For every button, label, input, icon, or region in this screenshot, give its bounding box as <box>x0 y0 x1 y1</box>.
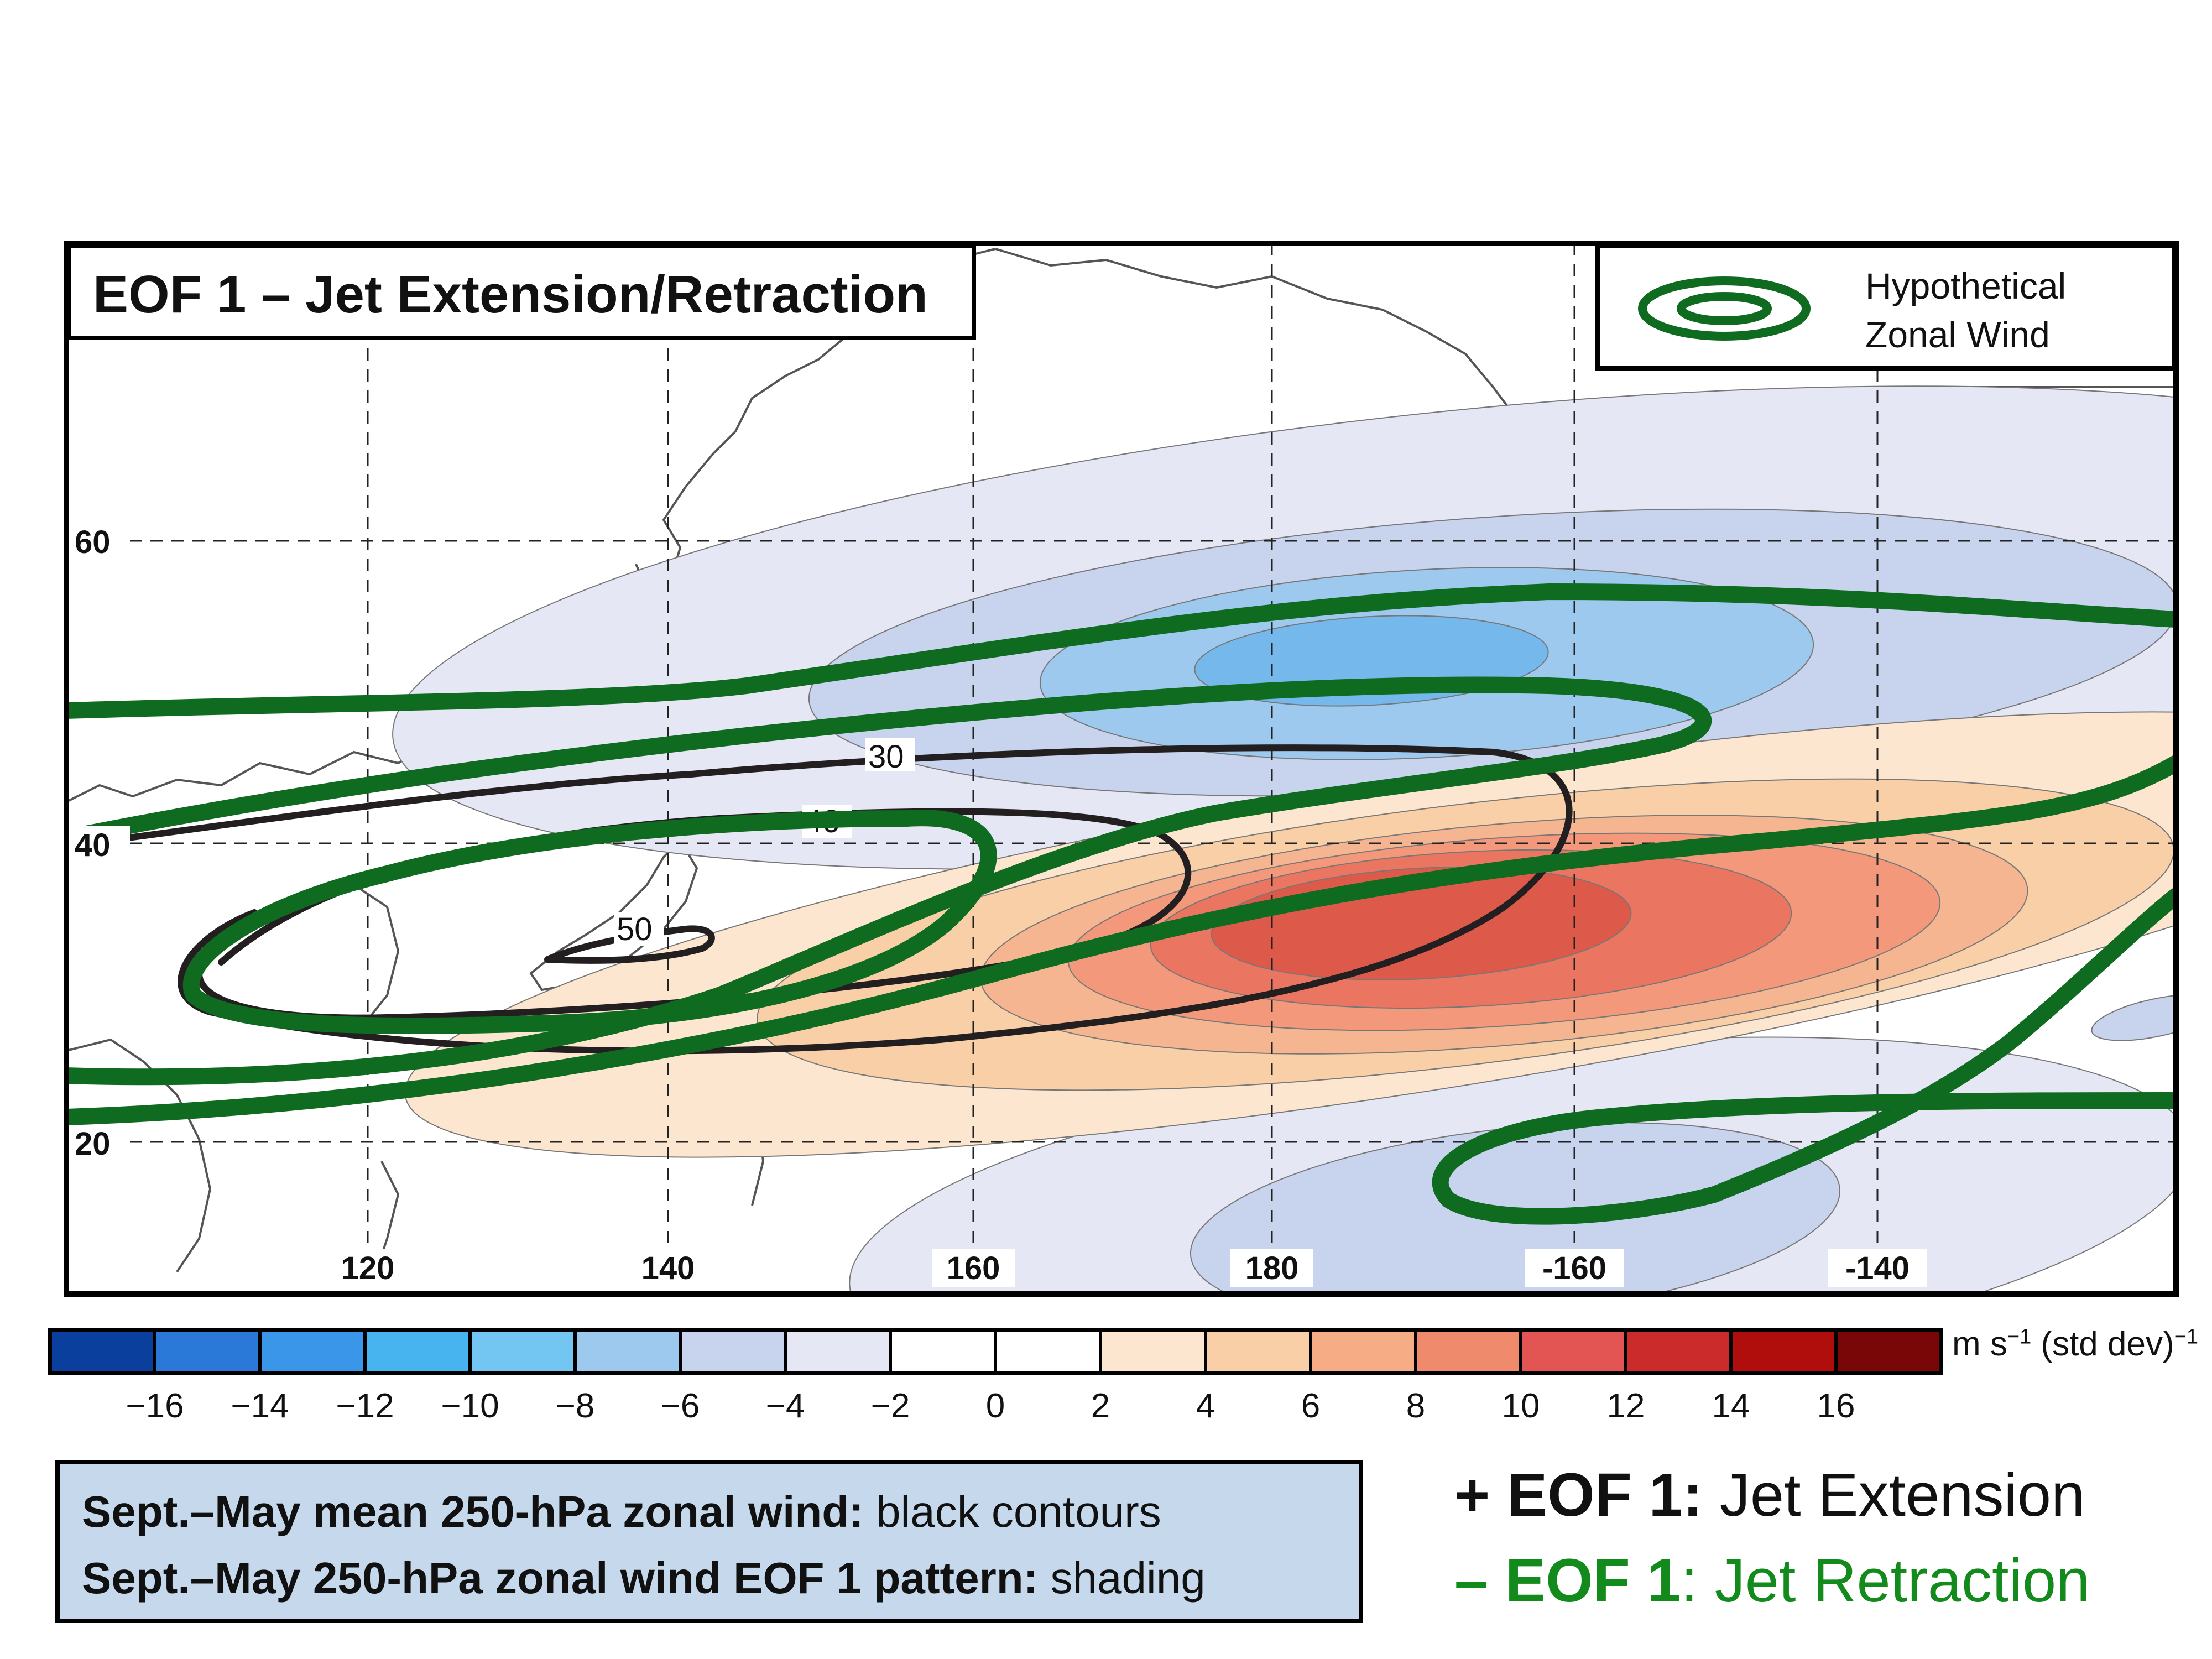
colorbar-swatch <box>679 1328 787 1375</box>
hypothetical-zonal-wind <box>66 583 2176 1225</box>
legend-box: Hypothetical Zonal Wind <box>1595 243 2176 371</box>
colorbar-tick-label: 0 <box>986 1387 1005 1425</box>
green-south-loop <box>1432 888 2176 1225</box>
colorbar-tick-label: −8 <box>556 1387 595 1425</box>
unit-rest: (std dev) <box>2031 1325 2174 1363</box>
colorbar-tick-label: 16 <box>1817 1387 1855 1425</box>
green-east-arm <box>66 755 2176 1125</box>
colorbar-tick-label: 14 <box>1712 1387 1750 1425</box>
eof-negative-sign: – <box>1454 1547 1505 1615</box>
caption-line-1-rest: black contours <box>863 1487 1161 1536</box>
colorbar-swatch <box>889 1328 997 1375</box>
lat-label-60: 60 <box>75 524 111 560</box>
colorbar-swatch <box>1519 1328 1627 1375</box>
green-outer-north <box>66 583 2176 719</box>
eof-negative-label: – EOF 1: Jet Retraction <box>1454 1546 2090 1616</box>
colorbar-tick-label: −2 <box>871 1387 910 1425</box>
contour-30 <box>66 744 1573 1055</box>
colorbar-tick-label: 4 <box>1196 1387 1215 1425</box>
concentric-ellipses-icon <box>1638 276 1811 341</box>
colorbar-swatch <box>1309 1328 1417 1375</box>
unit-sup: −1 <box>2007 1325 2032 1349</box>
lon-label-180: 180 <box>1245 1250 1299 1286</box>
legend-line-1: Hypothetical <box>1865 265 2067 306</box>
map-frame <box>64 241 2179 1297</box>
caption-line-2-rest: shading <box>1038 1553 1206 1603</box>
colorbar-tick-label: 8 <box>1406 1387 1425 1425</box>
eof-positive-name: EOF 1: <box>1506 1461 1703 1529</box>
lon-label-minus140: -140 <box>1845 1250 1910 1286</box>
colorbar-swatch <box>363 1328 472 1375</box>
colorbar-swatch <box>1624 1328 1733 1375</box>
colorbar-swatch <box>1204 1328 1312 1375</box>
caption-line-1-bold: Sept.–May mean 250-hPa zonal wind: <box>82 1487 864 1536</box>
colorbar-outline <box>48 1328 1943 1375</box>
colorbar-swatch <box>784 1328 892 1375</box>
caption-box: Sept.–May mean 250-hPa zonal wind: black… <box>55 1460 1363 1623</box>
legend-label: Hypothetical Zonal Wind <box>1865 262 2066 359</box>
contour-label-50: 50 <box>617 911 653 947</box>
colorbar-swatch <box>468 1328 577 1375</box>
lon-label-minus160: -160 <box>1542 1250 1606 1286</box>
figure-title: EOF 1 – Jet Extension/Retraction <box>93 265 928 324</box>
caption-line-1: Sept.–May mean 250-hPa zonal wind: black… <box>82 1486 1161 1537</box>
green-west-loop <box>182 810 997 1034</box>
colorbar-swatch <box>1729 1328 1838 1375</box>
colorbar-swatch <box>1834 1328 1943 1375</box>
lon-label-160: 160 <box>947 1250 1000 1286</box>
legend-line-2: Zonal Wind <box>1865 314 2050 355</box>
colorbar-tick-label: 12 <box>1607 1387 1645 1425</box>
colorbar-swatch <box>48 1328 156 1375</box>
lon-labels: 120 140 160 180 -160 -140 <box>326 1249 1927 1287</box>
colorbar-tick-label: −12 <box>336 1387 394 1425</box>
colorbar-swatch <box>573 1328 682 1375</box>
eof-negative-desc: : Jet Retraction <box>1681 1547 2090 1615</box>
colorbar-tick-label: −4 <box>766 1387 805 1425</box>
lon-label-120: 120 <box>341 1250 395 1286</box>
contour-50 <box>544 925 715 964</box>
lon-label-140: 140 <box>641 1250 695 1286</box>
colorbar-tick-label: −14 <box>231 1387 289 1425</box>
colorbar-swatch <box>258 1328 367 1375</box>
title-box: EOF 1 – Jet Extension/Retraction <box>66 243 976 340</box>
eof-negative-name: EOF 1 <box>1505 1547 1681 1615</box>
lat-label-40: 40 <box>75 827 111 863</box>
colorbar-tick-label: 2 <box>1091 1387 1110 1425</box>
colorbar-swatch <box>1414 1328 1522 1375</box>
colorbar-swatch <box>1099 1328 1207 1375</box>
eof-positive-desc: Jet Extension <box>1703 1461 2085 1529</box>
caption-line-2: Sept.–May 250-hPa zonal wind EOF 1 patte… <box>82 1553 1206 1604</box>
colorbar: −16 −14 −12 −10 −8 −6 −4 −2 0 2 4 6 8 10 12 14 16 <box>48 1328 1943 1425</box>
contour-label-30: 30 <box>868 739 904 775</box>
colorbar-swatch <box>994 1328 1102 1375</box>
unit-main: m s <box>1952 1325 2007 1363</box>
lat-labels: 60 40 20 <box>69 523 130 1162</box>
caption-line-2-bold: Sept.–May 250-hPa zonal wind EOF 1 patte… <box>82 1553 1039 1603</box>
colorbar-tick-label: 6 <box>1301 1387 1320 1425</box>
colorbar-swatch <box>153 1328 262 1375</box>
colorbar-tick-label: −10 <box>441 1387 499 1425</box>
unit-sup-2: −1 <box>2174 1325 2198 1349</box>
colorbar-tick-label: −16 <box>126 1387 184 1425</box>
colorbar-unit: m s−1 (std dev)−1 <box>1952 1324 2198 1364</box>
lat-label-20: 20 <box>75 1126 111 1162</box>
eof-positive-sign: + <box>1454 1461 1507 1529</box>
eof-positive-label: + EOF 1: Jet Extension <box>1454 1460 2085 1530</box>
colorbar-tick-label: 10 <box>1502 1387 1540 1425</box>
colorbar-tick-label: −6 <box>661 1387 700 1425</box>
